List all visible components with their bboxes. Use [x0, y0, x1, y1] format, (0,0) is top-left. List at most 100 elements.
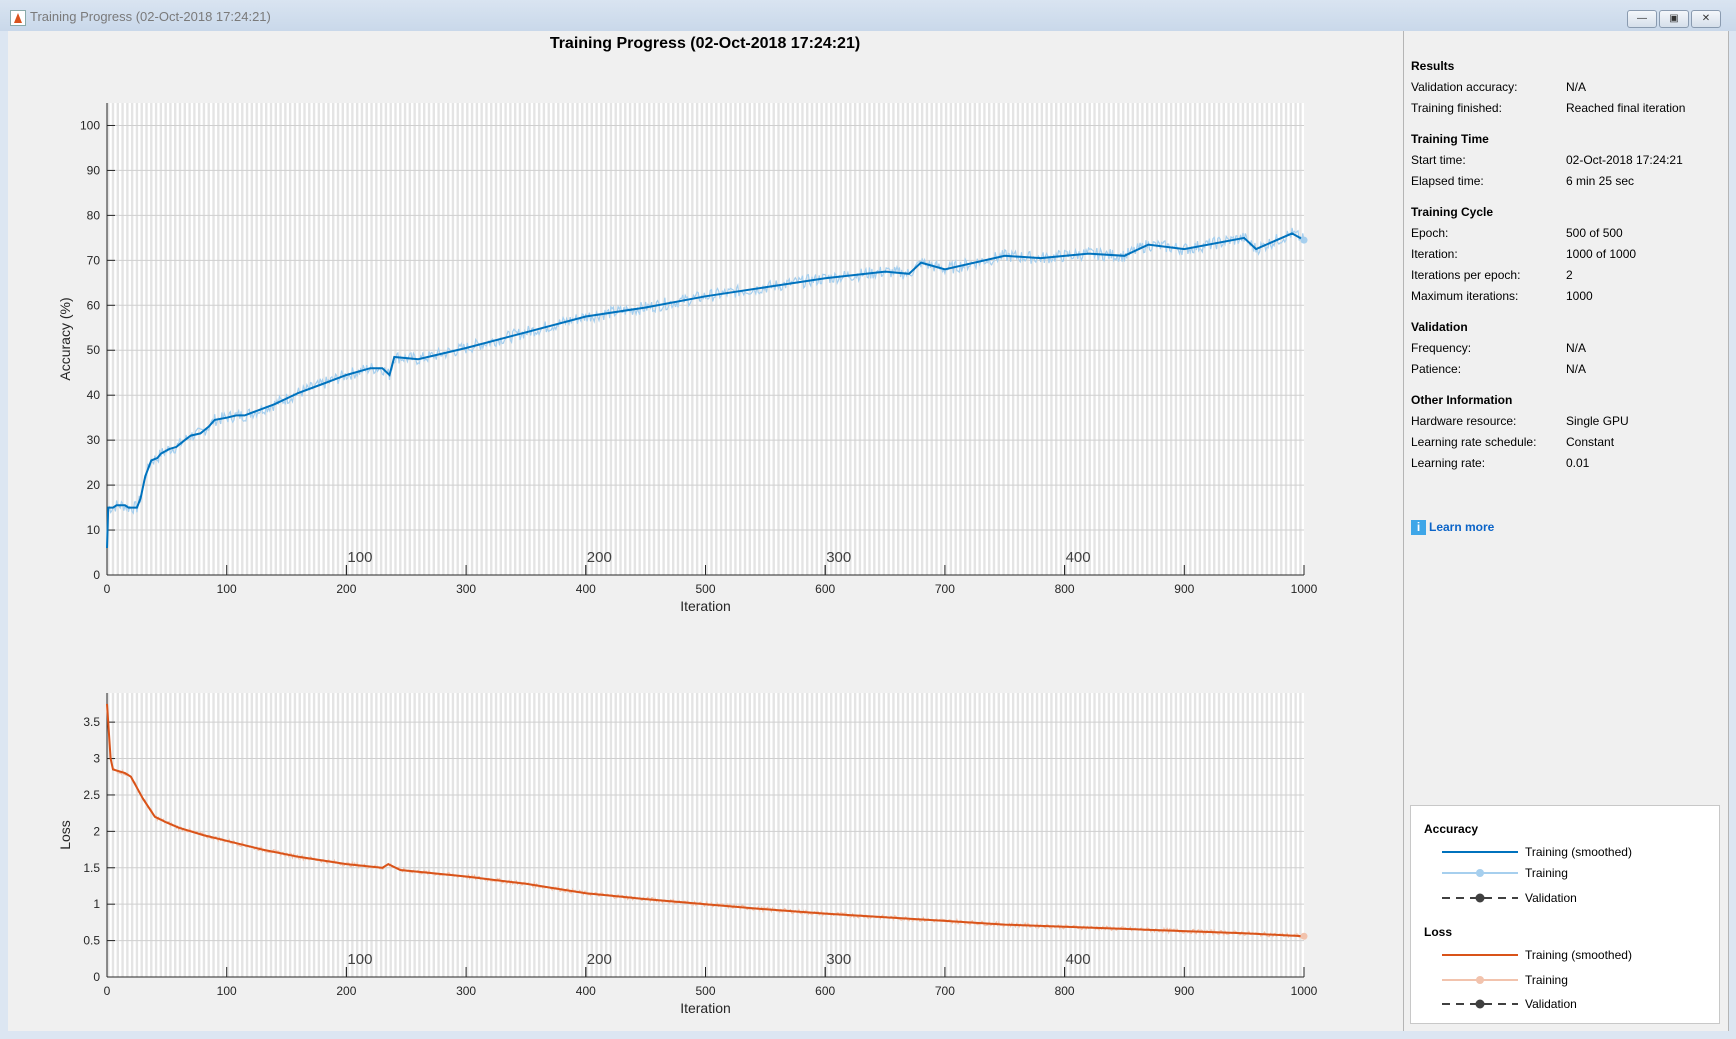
epoch-band — [944, 693, 948, 977]
close-button[interactable]: ✕ — [1691, 10, 1721, 28]
epoch-band — [250, 693, 254, 977]
y-tick-label: 100 — [80, 118, 100, 132]
epoch-band — [121, 103, 124, 575]
y-tick-label: 80 — [87, 208, 101, 222]
minimize-button[interactable]: — — [1627, 10, 1657, 28]
epoch-band — [193, 693, 196, 977]
info-label: Iterations per epoch: — [1411, 268, 1521, 282]
epoch-band — [1088, 103, 1091, 575]
y-tick-label: 1.5 — [83, 861, 100, 875]
epoch-band — [178, 693, 182, 977]
epoch-band — [901, 693, 905, 977]
y-tick-label: 20 — [87, 478, 101, 492]
info-label: Elapsed time: — [1411, 174, 1484, 188]
epoch-band — [322, 103, 325, 575]
epoch-band — [1074, 103, 1077, 575]
epoch-band — [547, 693, 550, 977]
epoch-band — [638, 693, 641, 977]
epoch-band — [1031, 693, 1034, 977]
epoch-band — [360, 693, 364, 977]
epoch-band — [772, 103, 775, 575]
epoch-band — [528, 103, 531, 575]
legend-graphics: Accuracy Training (smoothed) Training Valid… — [1424, 822, 1632, 1011]
x-tick-label: 1000 — [1291, 984, 1318, 998]
epoch-band — [892, 103, 895, 575]
epoch-band — [992, 693, 996, 977]
epoch-band — [753, 693, 756, 977]
epoch-band — [245, 103, 249, 575]
epoch-band — [274, 103, 277, 575]
epoch-band — [446, 103, 450, 575]
epoch-band — [715, 103, 718, 575]
epoch-band — [451, 693, 455, 977]
epoch-band — [791, 693, 795, 977]
epoch-band — [609, 103, 613, 575]
epoch-band — [279, 693, 282, 977]
epoch-band — [403, 103, 407, 575]
epoch-band — [317, 693, 321, 977]
epoch-band — [801, 103, 804, 575]
epoch-band — [614, 103, 617, 575]
epoch-band — [394, 103, 397, 575]
epoch-band — [930, 103, 933, 575]
epoch-band — [911, 693, 914, 977]
epoch-band — [719, 693, 723, 977]
maximize-button[interactable]: ▣ — [1659, 10, 1689, 28]
x-tick-label: 600 — [815, 984, 835, 998]
epoch-band — [686, 103, 689, 575]
epoch-band — [633, 103, 637, 575]
epoch-band — [796, 103, 799, 575]
x-tick-label: 800 — [1055, 984, 1075, 998]
epoch-band — [394, 693, 397, 977]
epoch-band — [221, 103, 225, 575]
epoch-band — [269, 693, 273, 977]
y-tick-label: 2 — [93, 824, 100, 838]
epoch-band — [1193, 693, 1197, 977]
epoch-band — [1007, 103, 1010, 575]
epoch-band — [365, 693, 368, 977]
info-icon: i — [1411, 520, 1426, 536]
epoch-band — [566, 693, 570, 977]
epoch-band — [595, 693, 598, 977]
final-point-marker — [1300, 236, 1308, 244]
training-smoothed-line — [106, 703, 1305, 938]
epoch-band — [1059, 693, 1063, 977]
epoch-band — [753, 103, 756, 575]
epoch-band — [466, 693, 469, 977]
section-heading: Training Cycle — [1411, 205, 1494, 219]
epoch-band — [992, 103, 996, 575]
epoch-band — [399, 103, 402, 575]
epoch-band — [1270, 693, 1273, 977]
final-point-marker — [1300, 932, 1308, 940]
epoch-band — [844, 693, 847, 977]
epoch-band — [1126, 103, 1130, 575]
epoch-band — [1299, 693, 1302, 977]
epoch-band — [791, 103, 795, 575]
learn-more-link[interactable]: i Learn more — [1411, 520, 1494, 536]
epoch-band — [1064, 693, 1067, 977]
epoch-band — [1160, 693, 1163, 977]
epoch-band — [130, 103, 134, 575]
epoch-band — [681, 103, 684, 575]
epoch-band — [997, 103, 1000, 575]
epoch-band — [1002, 693, 1005, 977]
epoch-band — [676, 103, 680, 575]
info-value: Constant — [1566, 435, 1615, 449]
section-heading: Training Time — [1411, 132, 1489, 146]
epoch-band — [916, 103, 919, 575]
epoch-band — [691, 693, 694, 977]
epoch-band — [260, 693, 263, 977]
matlab-icon — [10, 10, 26, 26]
epoch-band — [183, 103, 187, 575]
epoch-band — [150, 693, 153, 977]
epoch-band — [585, 103, 589, 575]
epoch-band — [767, 693, 771, 977]
epoch-band — [1098, 103, 1101, 575]
epoch-band — [332, 103, 335, 575]
epoch-band — [1117, 693, 1120, 977]
epoch-band — [523, 103, 526, 575]
epoch-band — [284, 103, 287, 575]
epoch-band — [671, 103, 675, 575]
epoch-band — [389, 103, 392, 575]
epoch-band — [719, 103, 723, 575]
